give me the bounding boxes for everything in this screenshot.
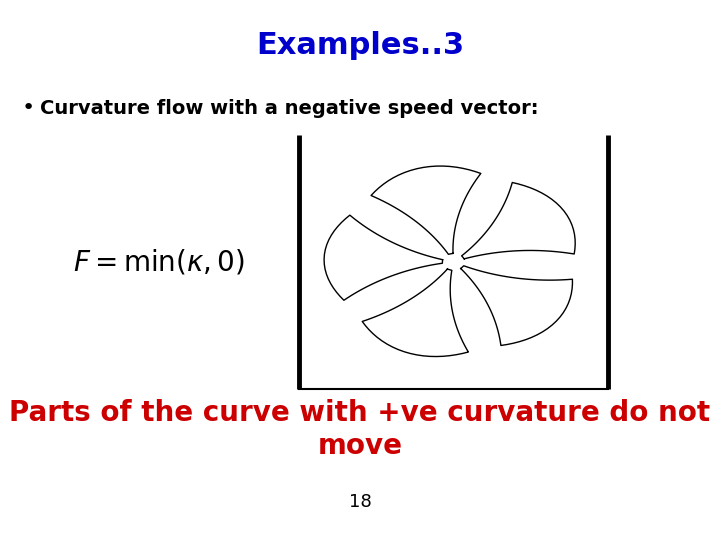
Text: •: • xyxy=(22,98,35,118)
Text: Parts of the curve with +ve curvature do not: Parts of the curve with +ve curvature do… xyxy=(9,399,711,427)
Text: move: move xyxy=(318,431,402,460)
Text: Curvature flow with a negative speed vector:: Curvature flow with a negative speed vec… xyxy=(40,98,538,118)
Text: Examples..3: Examples..3 xyxy=(256,31,464,60)
Text: 18: 18 xyxy=(348,493,372,511)
Text: $F = \min(\kappa, 0)$: $F = \min(\kappa, 0)$ xyxy=(73,247,244,276)
